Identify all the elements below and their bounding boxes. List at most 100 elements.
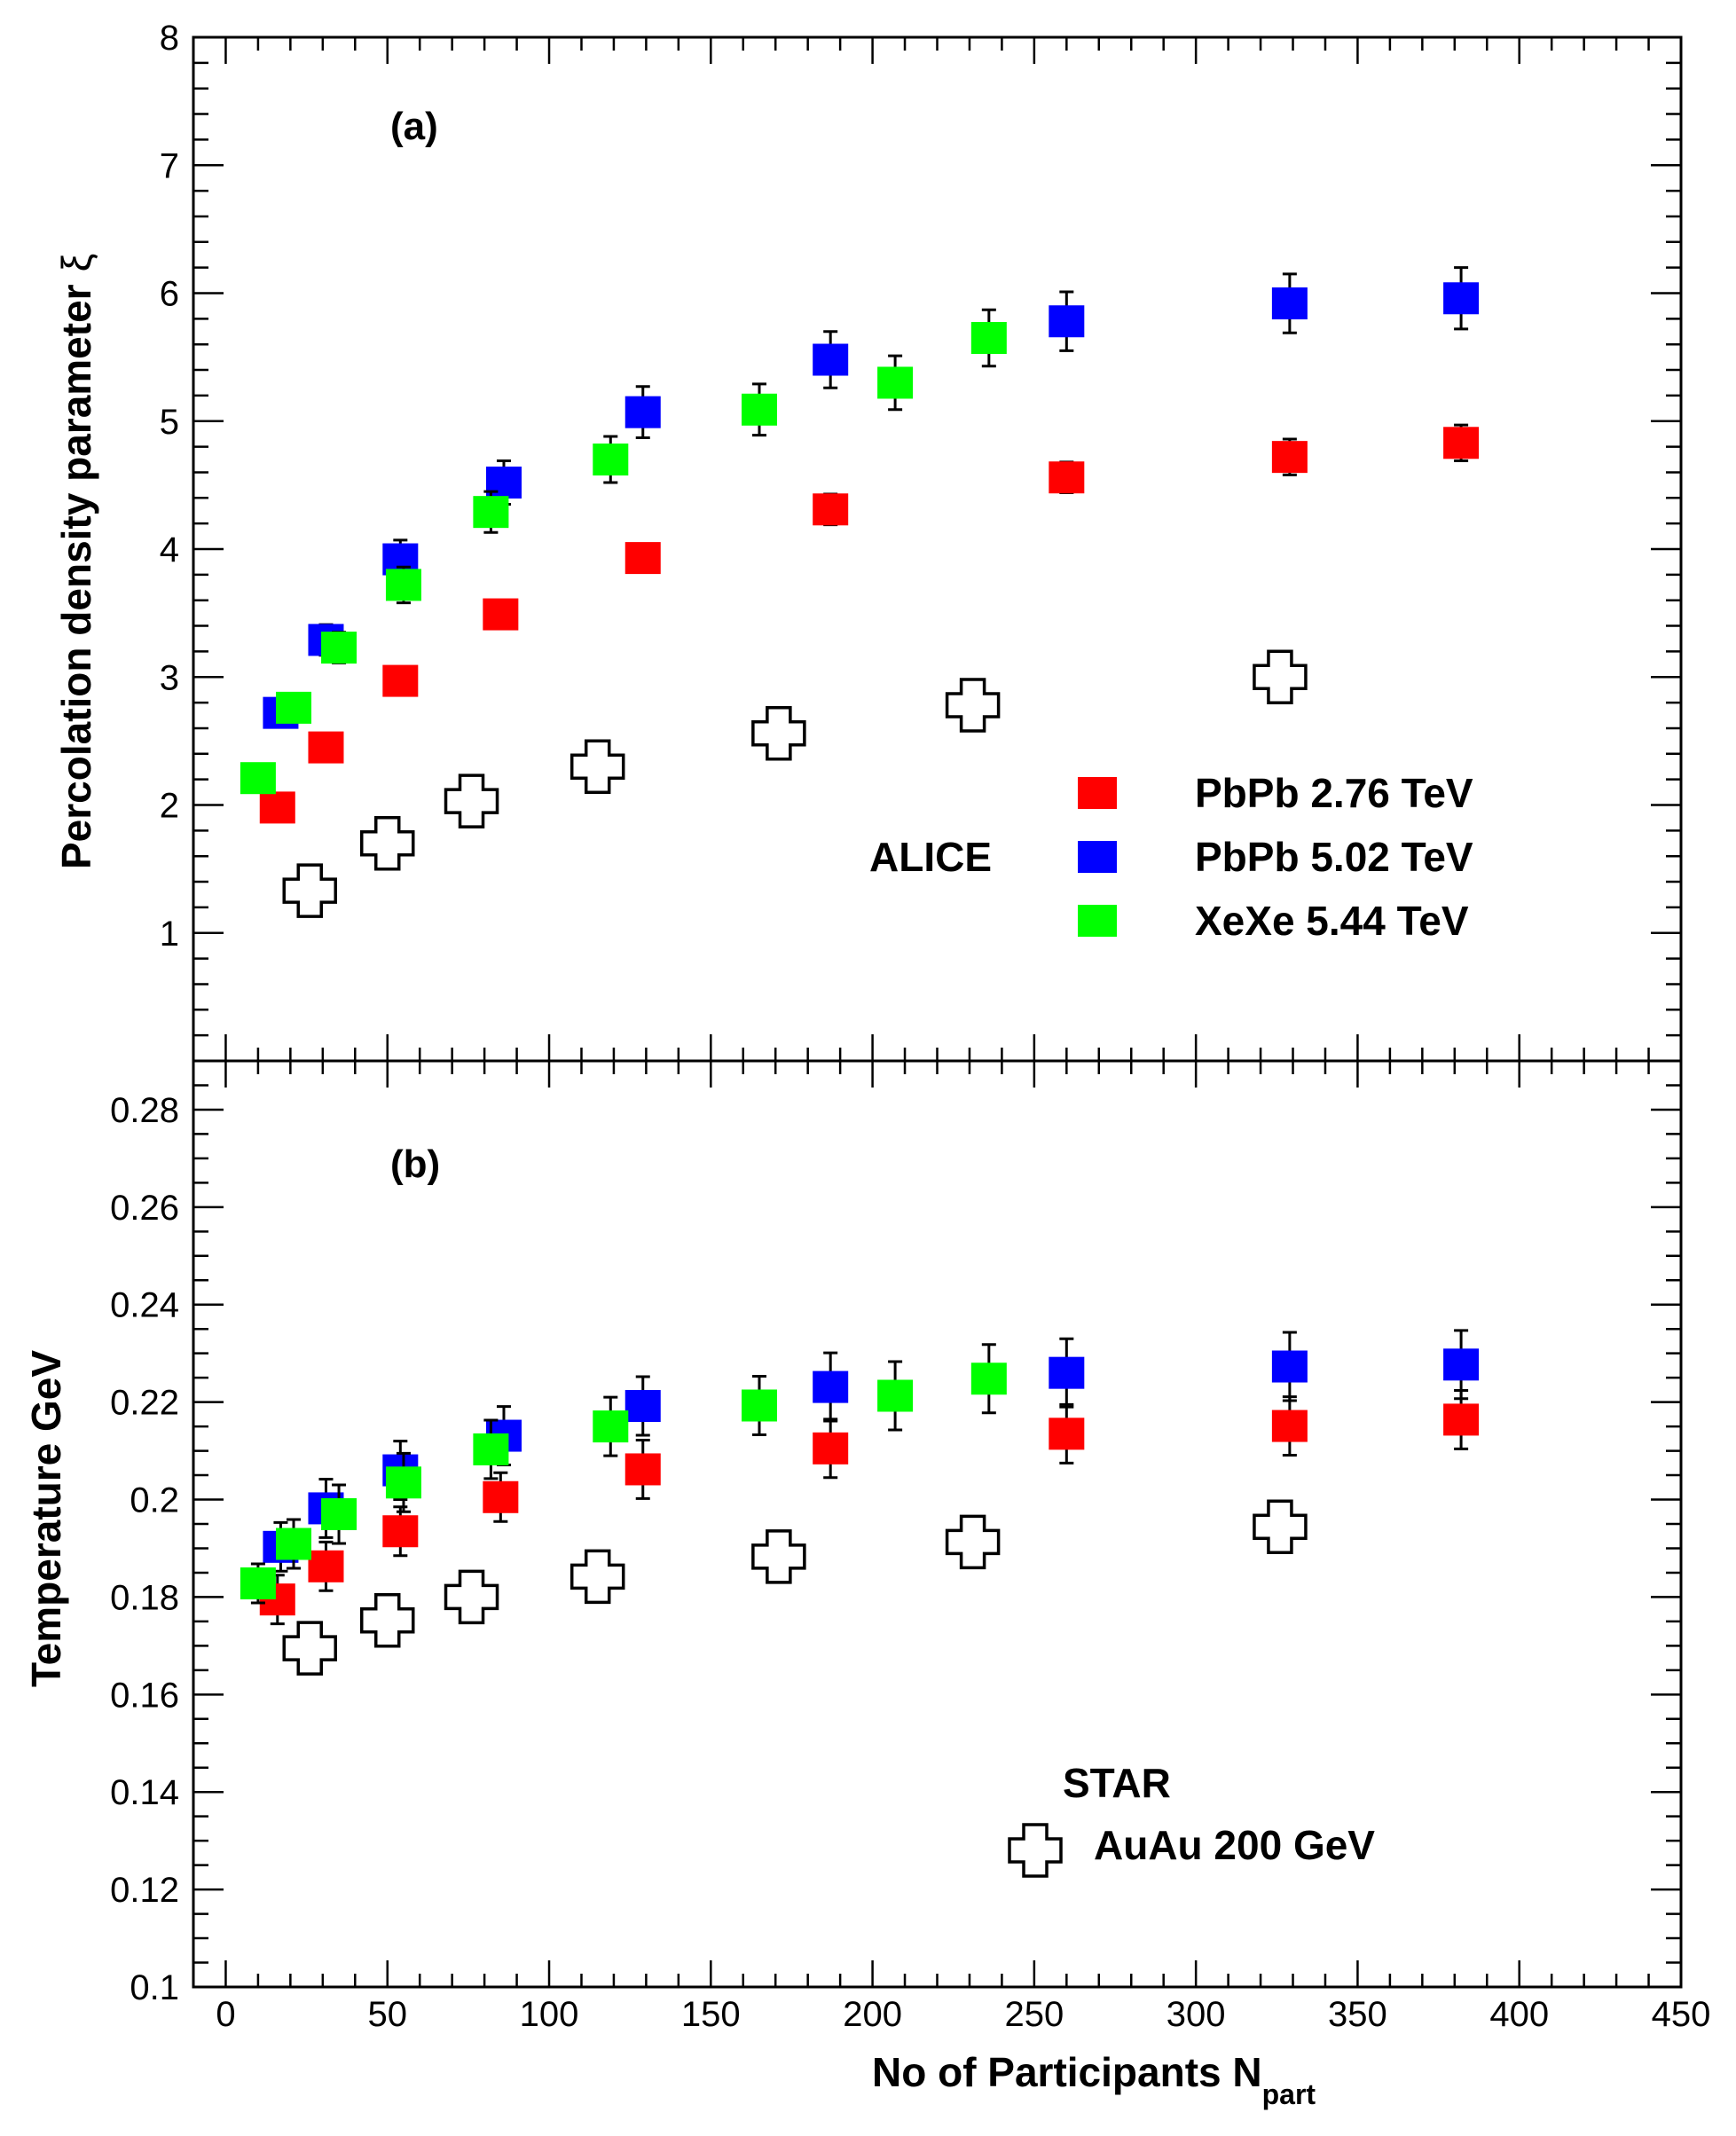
x-tick-label: 200 <box>843 1995 902 2034</box>
xexe-5-44-tev-marker <box>240 762 276 795</box>
xi-symbol: ξ <box>53 254 99 272</box>
y-tick-label-bottom: 0.1 <box>130 1968 179 2007</box>
auau-200-gev-marker <box>282 1621 337 1676</box>
y-tick-label-bottom: 0.2 <box>130 1481 179 1520</box>
x-tick-label: 350 <box>1328 1995 1387 2034</box>
y-tick-label-bottom: 0.14 <box>110 1773 179 1812</box>
xexe-5-44-tev-marker <box>593 444 629 476</box>
pbpb-2-76-tev-marker <box>1271 1410 1308 1442</box>
legend-label-auau: AuAu 200 GeV <box>1094 1822 1375 1868</box>
y-tick-label-top: 5 <box>160 403 179 442</box>
pbpb-2-76-tev-marker <box>813 493 849 526</box>
pbpb-5-02-tev-marker <box>1049 1356 1085 1389</box>
pbpb-5-02-tev-marker <box>1049 305 1085 338</box>
auau-200-top-marker <box>945 678 1001 733</box>
y-tick-label-top: 1 <box>160 915 179 954</box>
auau-200-top-marker <box>444 774 499 828</box>
legend-marker-pbpb276 <box>1078 777 1117 809</box>
y-axis-title-top-text: Percolation density parameter <box>53 284 99 869</box>
auau-200-gev-marker <box>444 1569 499 1625</box>
auau-200-top-marker <box>1253 649 1308 704</box>
xexe-5-44-tev-marker <box>741 1389 777 1422</box>
legend-label-pbpb502: PbPb 5.02 TeV <box>1195 834 1473 880</box>
y-tick-label-top: 4 <box>160 530 179 569</box>
auau-200-gev-marker <box>359 1593 415 1648</box>
panel-label-b: (b) <box>390 1143 440 1186</box>
pbpb-2-76-tev-marker <box>483 1480 519 1513</box>
legend-label-xexe544: XeXe 5.44 TeV <box>1195 898 1469 944</box>
x-tick-label: 250 <box>1004 1995 1064 2034</box>
tick-labels: 1 2 3 4 5 6 7 8 0.1 0.12 0.14 0.16 0.18 0.2 0.22 0.24 0.… <box>110 19 1710 2034</box>
legend-marker-auau <box>1008 1823 1063 1878</box>
x-tick-label: 50 <box>367 1995 407 2034</box>
legend-alice-label: ALICE <box>869 834 992 880</box>
pbpb-5-02-tev-marker <box>1443 1348 1480 1381</box>
xexe-5-44-tev-marker <box>473 1433 509 1465</box>
legend-star: STAR AuAu 200 GeV <box>1008 1760 1375 1878</box>
pbpb-2-76-tev-marker <box>624 542 661 575</box>
x-tick-label: 400 <box>1489 1995 1549 2034</box>
xexe-5-44-tev-marker <box>970 321 1007 354</box>
legend-star-label: STAR <box>1063 1760 1171 1806</box>
auau-200-top-marker <box>359 816 415 871</box>
legend-label-pbpb276: PbPb 2.76 TeV <box>1195 770 1473 816</box>
auau-200-gev-marker <box>945 1514 1001 1570</box>
xexe-5-44-tev-marker <box>593 1410 629 1443</box>
pbpb-2-76-tev-marker <box>382 664 419 697</box>
x-axis-title: No of Participants Npart <box>872 2049 1316 2110</box>
xexe-5-44-tev-marker <box>877 1379 914 1412</box>
y-tick-label-bottom: 0.24 <box>110 1286 179 1325</box>
x-tick-label: 450 <box>1652 1995 1711 2034</box>
y-axis-title-bottom: Temperature GeV <box>23 1350 69 1687</box>
pbpb-2-76-tev-marker <box>483 598 519 631</box>
pbpb-2-76-tev-marker <box>259 791 295 824</box>
xexe-5-44-tev-marker <box>970 1362 1007 1395</box>
xexe-5-44-tev-marker <box>240 1567 276 1600</box>
y-tick-label-top: 6 <box>160 275 179 314</box>
pbpb-5-02-tev-marker <box>1271 287 1308 320</box>
pbpb-5-02-tev-marker <box>624 1390 661 1423</box>
y-tick-label-bottom: 0.22 <box>110 1384 179 1423</box>
data-points <box>240 266 1480 1676</box>
pbpb-2-76-tev-marker <box>1443 1403 1480 1436</box>
x-tick-label: 100 <box>520 1995 579 2034</box>
y-tick-label-top: 2 <box>160 787 179 826</box>
axis-ticks <box>192 35 1683 1989</box>
y-tick-label-bottom: 0.12 <box>110 1871 179 1910</box>
legend-alice: ALICE PbPb 2.76 TeV PbPb 5.02 TeV XeXe 5… <box>869 770 1473 944</box>
xexe-5-44-tev-marker <box>877 366 914 399</box>
pbpb-2-76-tev-marker <box>308 731 344 764</box>
xexe-5-44-tev-marker <box>385 1466 421 1499</box>
xexe-5-44-tev-marker <box>321 632 357 664</box>
pbpb-2-76-tev-marker <box>1271 441 1308 474</box>
pbpb-2-76-tev-marker <box>308 1550 344 1582</box>
xexe-5-44-tev-marker <box>741 393 777 426</box>
auau-200-gev-marker <box>1253 1499 1308 1555</box>
pbpb-5-02-tev-marker <box>1271 1350 1308 1383</box>
y-tick-label-bottom: 0.28 <box>110 1091 179 1130</box>
y-tick-label-top: 7 <box>160 146 179 185</box>
xexe-5-44-tev-marker <box>385 569 421 601</box>
pbpb-5-02-tev-marker <box>813 1370 849 1403</box>
y-tick-label-bottom: 0.26 <box>110 1189 179 1228</box>
x-axis-title-subscript: part <box>1262 2078 1316 2110</box>
auau-200-gev-marker <box>570 1549 625 1605</box>
xexe-5-44-tev-marker <box>276 1527 312 1560</box>
x-tick-label: 0 <box>216 1995 235 2034</box>
pbpb-2-76-tev-marker <box>624 1453 661 1486</box>
auau-200-top-marker <box>282 863 337 918</box>
pbpb-5-02-tev-marker <box>813 343 849 376</box>
legend-marker-pbpb502 <box>1078 841 1117 873</box>
y-tick-label-top: 8 <box>160 19 179 58</box>
auau-200-top-marker <box>751 705 806 761</box>
pbpb-2-76-tev-marker <box>1443 427 1480 459</box>
legend-cross-shape <box>1008 1823 1063 1878</box>
auau-200-gev-marker <box>751 1529 806 1584</box>
auau-200-top-marker <box>570 739 625 794</box>
panel-label-a: (a) <box>390 105 438 148</box>
y-tick-label-bottom: 0.16 <box>110 1676 179 1715</box>
pbpb-2-76-tev-marker <box>1049 461 1085 494</box>
xexe-5-44-tev-marker <box>321 1498 357 1531</box>
pbpb-2-76-tev-marker <box>382 1515 419 1548</box>
